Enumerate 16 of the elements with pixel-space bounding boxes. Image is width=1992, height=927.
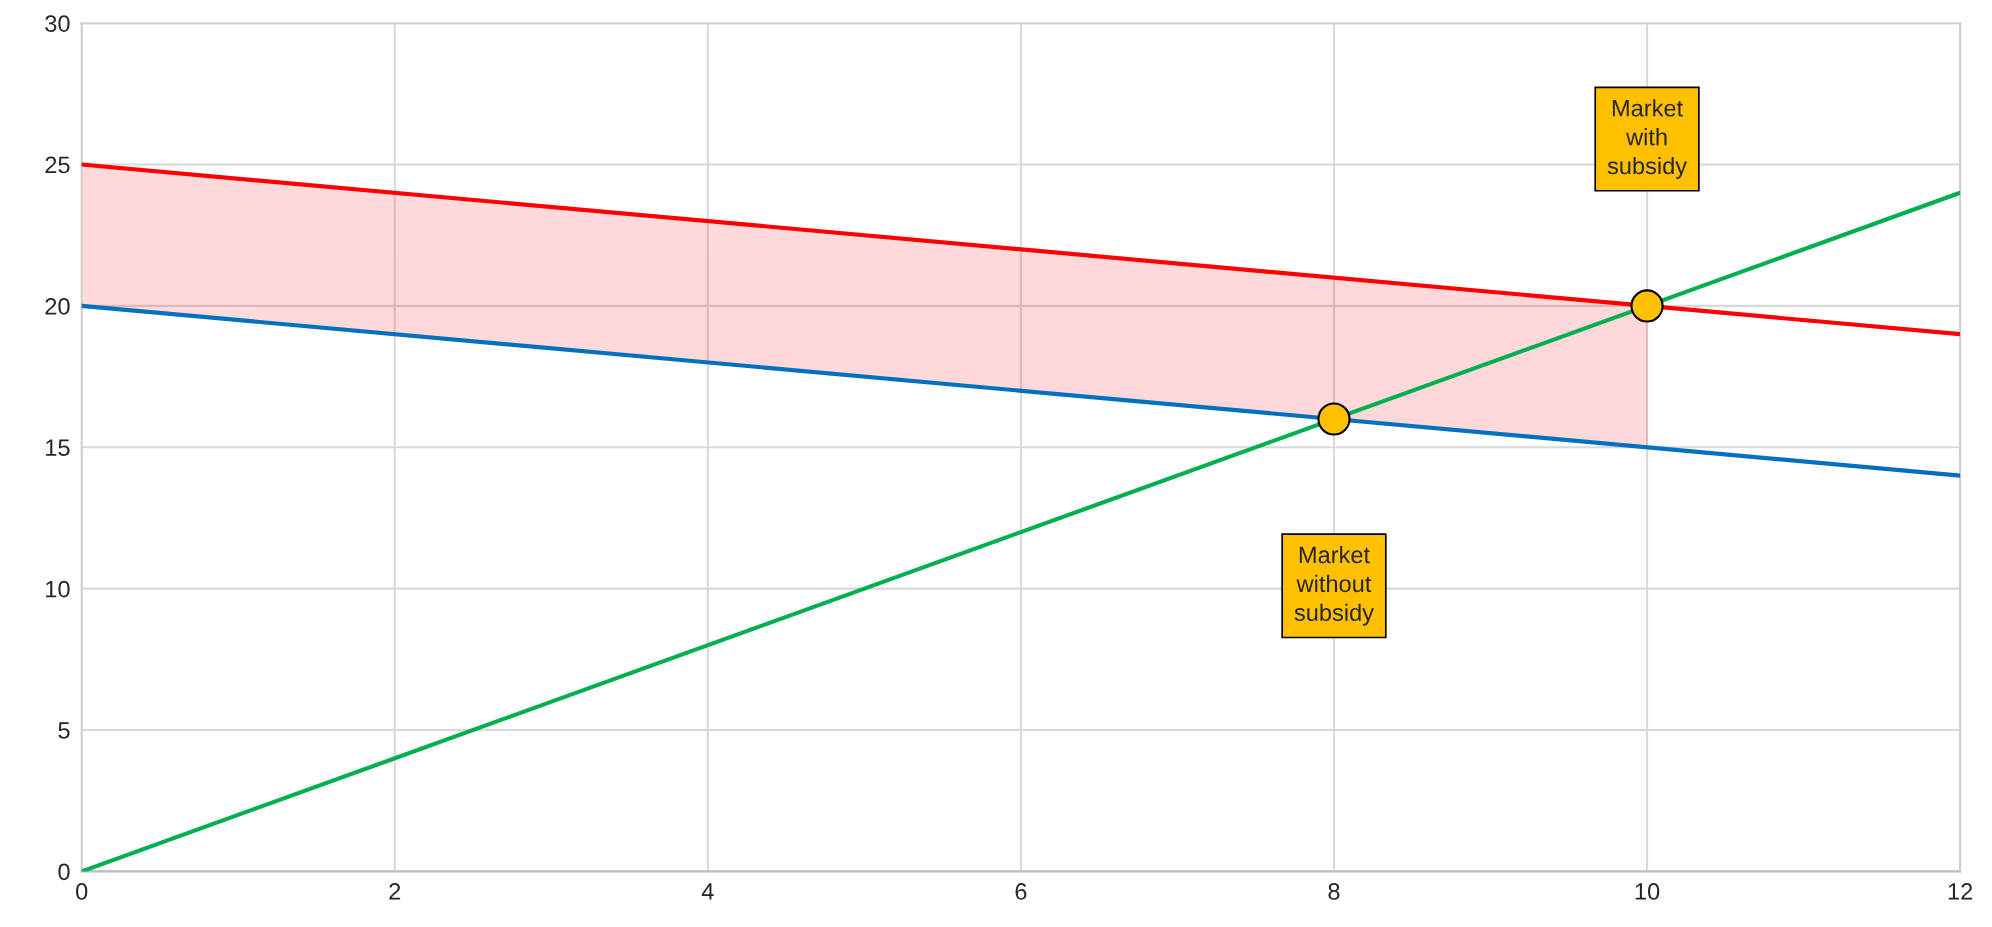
y-tick-label: 10 [46, 580, 70, 598]
y-tick-label: 25 [45, 156, 70, 174]
y-tick-label: 5 [58, 722, 70, 739]
y-tick-label: 15 [46, 439, 70, 457]
y-tick-label: 30 [45, 15, 70, 32]
y-tick-label: 0 [58, 863, 70, 881]
x-tick-label: 10 [1635, 883, 1660, 900]
x-tick-label: 6 [1015, 883, 1027, 900]
x-tick-label: 2 [389, 883, 401, 900]
annotation: Market with subsidy [1607, 99, 1688, 179]
x-tick-label: 4 [701, 883, 714, 900]
annotation: Market without subsidy [1294, 545, 1374, 626]
x-tick-label: 12 [1948, 883, 1973, 900]
y-tick-label: 20 [45, 297, 70, 315]
x-tick-label: 0 [76, 883, 88, 900]
x-tick-label: 8 [1328, 883, 1340, 900]
